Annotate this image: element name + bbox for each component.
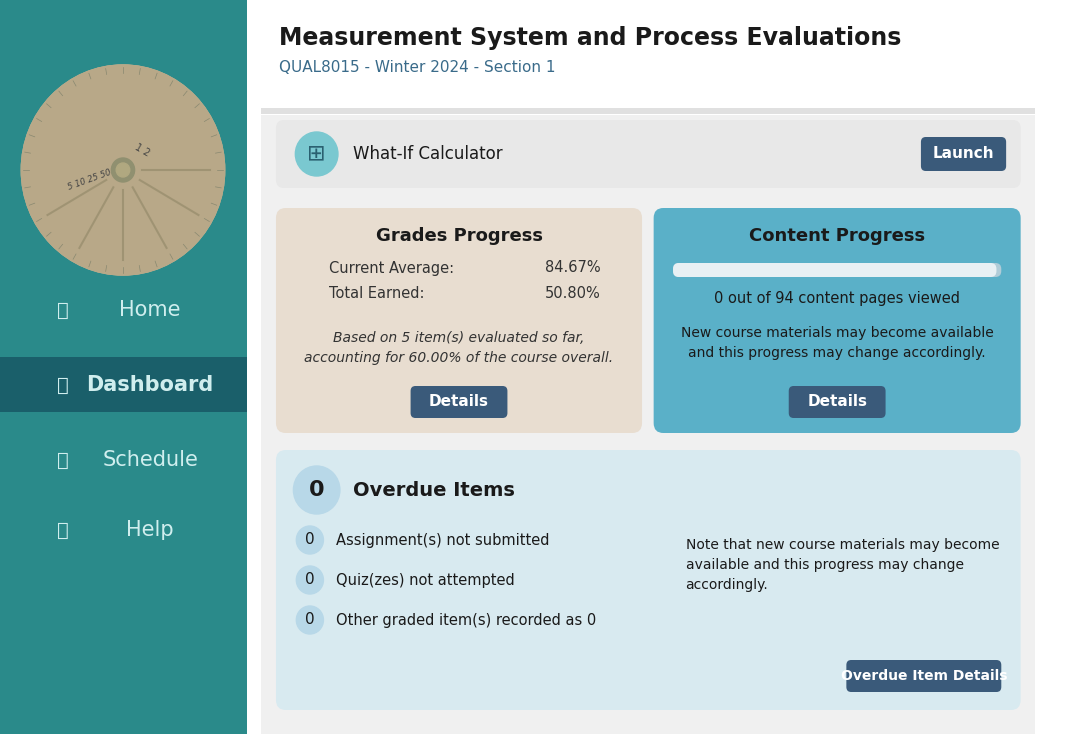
Circle shape [296,566,324,594]
Text: 0 out of 94 content pages viewed: 0 out of 94 content pages viewed [714,291,960,305]
Text: 5 10 25 50: 5 10 25 50 [66,168,112,192]
Bar [0,0,247,734]
Text: Note that new course materials may become: Note that new course materials may becom… [685,538,1000,552]
Text: accounting for 60.00% of the course overall.: accounting for 60.00% of the course over… [305,351,614,365]
Text: Total Earned:: Total Earned: [329,286,424,300]
Text: 0: 0 [309,480,325,500]
Circle shape [296,526,324,554]
FancyBboxPatch shape [276,450,1021,710]
Bar [262,0,1035,734]
Text: 50.80%: 50.80% [545,286,601,300]
Bar [262,108,1035,114]
Text: Current Average:: Current Average: [329,261,454,275]
Text: Grades Progress: Grades Progress [375,227,542,245]
Text: New course materials may become available: New course materials may become availabl… [681,326,993,340]
Text: Details: Details [429,394,489,410]
FancyBboxPatch shape [920,137,1006,171]
Text: available and this progress may change: available and this progress may change [685,558,963,572]
Text: 1 2: 1 2 [134,142,152,159]
Bar [0,357,247,412]
Text: Based on 5 item(s) evaluated so far,: Based on 5 item(s) evaluated so far, [334,331,585,345]
Circle shape [117,163,129,177]
Text: Measurement System and Process Evaluations: Measurement System and Process Evaluatio… [279,26,901,50]
Circle shape [295,132,338,176]
FancyBboxPatch shape [673,263,1002,277]
Text: 0: 0 [305,532,314,548]
Text: accordingly.: accordingly. [685,578,769,592]
Text: Details: Details [807,394,867,410]
Text: Overdue Items: Overdue Items [354,481,515,500]
Text: Content Progress: Content Progress [749,227,925,245]
Text: 0: 0 [305,612,314,628]
Text: ⊞: ⊞ [308,144,326,164]
Text: 📊: 📊 [57,376,68,394]
Text: 📅: 📅 [57,451,68,470]
Text: Home: Home [120,300,181,320]
FancyBboxPatch shape [653,208,1021,433]
Bar [262,0,1035,115]
Text: 84.67%: 84.67% [545,261,601,275]
FancyBboxPatch shape [673,263,996,277]
Text: Help: Help [126,520,174,540]
Text: ❓: ❓ [57,520,68,539]
FancyBboxPatch shape [410,386,508,418]
Text: QUAL8015 - Winter 2024 - Section 1: QUAL8015 - Winter 2024 - Section 1 [279,60,556,76]
Text: Assignment(s) not submitted: Assignment(s) not submitted [336,532,549,548]
Circle shape [21,65,224,275]
Circle shape [18,62,228,278]
Text: and this progress may change accordingly.: and this progress may change accordingly… [688,346,986,360]
Text: Overdue Item Details: Overdue Item Details [840,669,1007,683]
Text: 0: 0 [305,573,314,587]
FancyBboxPatch shape [276,120,1021,188]
Circle shape [21,65,224,275]
Circle shape [111,158,135,182]
Circle shape [296,606,324,634]
FancyBboxPatch shape [789,386,885,418]
Text: Dashboard: Dashboard [87,375,214,395]
Text: ⊙: ⊙ [112,158,134,182]
FancyBboxPatch shape [276,208,642,433]
Text: Launch: Launch [933,147,994,161]
Text: What-If Calculator: What-If Calculator [354,145,503,163]
Text: Other graded item(s) recorded as 0: Other graded item(s) recorded as 0 [336,612,597,628]
Text: 🏠: 🏠 [57,300,68,319]
Circle shape [293,466,340,514]
Text: Quiz(zes) not attempted: Quiz(zes) not attempted [336,573,515,587]
FancyBboxPatch shape [847,660,1002,692]
Text: Schedule: Schedule [103,450,198,470]
